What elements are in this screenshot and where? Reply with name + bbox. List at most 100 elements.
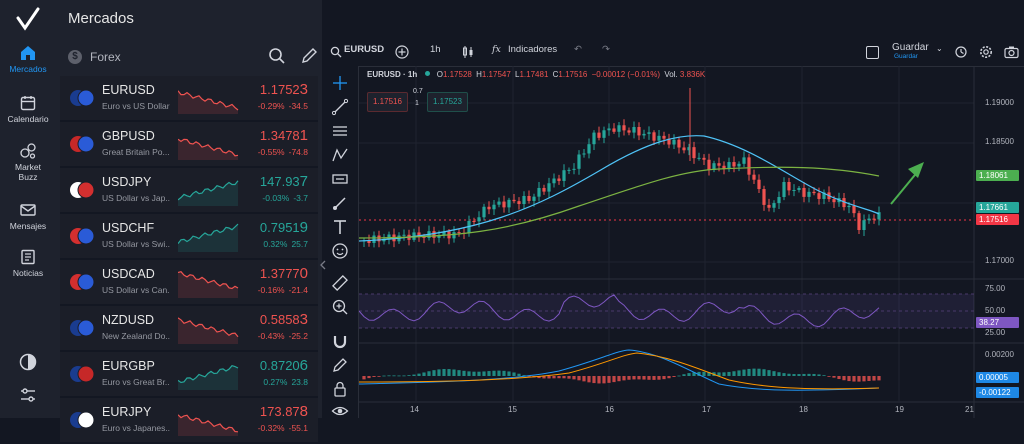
macd-histogram-bar (742, 369, 746, 376)
watchlist-item[interactable]: GBPUSD Great Britain Po... 1.34781 -0.55% -7… (60, 122, 318, 168)
candle-body (762, 189, 766, 205)
macd-histogram-bar (877, 376, 881, 381)
watchlist-item[interactable]: USDJPY US Dollar vs Jap... 147.937 -0.03% -3… (60, 168, 318, 214)
nav-item-mercados[interactable]: Mercados (0, 44, 56, 74)
save-button[interactable]: Guardar (892, 42, 929, 53)
lock-pencil-icon[interactable] (331, 356, 349, 374)
price-chart[interactable]: EURUSD · 1h O1.17528 H1.17547 L1.17481 C… (359, 66, 1024, 418)
crosshair-icon[interactable] (331, 74, 349, 92)
candle-body (847, 205, 851, 208)
lot-size: 1 (415, 100, 419, 107)
symbol-description: US Dollar vs Swi... (102, 239, 170, 249)
change: 0.27% 23.8 (263, 377, 308, 387)
zoom-in-icon[interactable] (331, 298, 349, 316)
candle-body (672, 139, 676, 145)
collapse-panel-icon[interactable] (319, 260, 327, 270)
lock-icon[interactable] (331, 380, 349, 398)
macd-histogram-bar (622, 376, 626, 381)
settings-sliders-icon[interactable] (18, 385, 38, 405)
macd-histogram-bar (457, 370, 461, 376)
nav-label: Mercados (9, 64, 47, 74)
change-pct: 0.27% (263, 377, 288, 387)
currency-flag-icon (70, 227, 95, 245)
candle-body (787, 182, 791, 191)
candle-body (752, 174, 756, 180)
symbol-description: Euro vs Japanes... (102, 423, 170, 433)
candle-body (772, 203, 776, 208)
price: 0.87206 (260, 357, 308, 374)
brush-icon[interactable] (331, 194, 349, 212)
app-logo-icon[interactable] (14, 6, 42, 34)
home-icon (21, 46, 35, 60)
measure-range-icon[interactable] (331, 170, 349, 188)
symbol-name: EURJPY (102, 405, 152, 419)
emoji-icon[interactable] (331, 242, 349, 260)
add-symbol-icon[interactable] (395, 45, 409, 59)
horizontal-lines-icon[interactable] (331, 122, 349, 140)
macd-histogram-bar (852, 376, 856, 382)
category-selector[interactable]: Forex (90, 50, 121, 64)
search-icon[interactable] (330, 46, 342, 58)
trend-line-icon[interactable] (331, 98, 349, 116)
indicators-button[interactable]: Indicadores (508, 44, 558, 55)
gear-icon[interactable] (979, 45, 993, 59)
alert-clock-icon[interactable] (954, 45, 968, 59)
watchlist-item[interactable]: NZDUSD New Zealand Do... 0.58583 -0.43% -25.… (60, 306, 318, 352)
rsi-tag: 38.27 (976, 317, 1019, 328)
change: -0.16% -21.4 (258, 285, 308, 295)
nav-item-market-buzz[interactable]: Market Buzz (0, 142, 56, 182)
price: 1.34781 (260, 127, 308, 144)
indicators-icon[interactable]: fx (492, 44, 501, 55)
search-icon[interactable] (268, 47, 286, 65)
price-main: 0.8720 (259, 358, 300, 373)
candle-body (722, 165, 726, 170)
camera-icon[interactable] (1004, 45, 1019, 59)
buy-button[interactable]: 1.17523 (427, 92, 468, 112)
nav-item-mensajes[interactable]: Mensajes (0, 201, 56, 231)
macd-histogram-bar (517, 373, 521, 376)
macd-histogram-bar (677, 375, 681, 377)
redo-icon[interactable]: ↷ (602, 44, 610, 55)
watchlist-item[interactable]: USDCHF US Dollar vs Swi... 0.79519 0.32% 25.… (60, 214, 318, 260)
pattern-icon[interactable] (331, 146, 349, 164)
text-tool-icon[interactable] (331, 218, 349, 236)
theme-toggle-icon[interactable] (18, 352, 38, 372)
candle-body (682, 147, 686, 151)
date-label: 21 (965, 405, 974, 414)
chart-canvas[interactable] (359, 66, 1024, 418)
macd-histogram-bar (577, 376, 581, 381)
layout-icon[interactable] (866, 46, 879, 59)
price: 1.37770 (260, 265, 308, 282)
price-main: 0.7951 (259, 220, 300, 235)
watchlist-item[interactable]: USDCAD US Dollar vs Can... 1.37770 -0.16% -2… (60, 260, 318, 306)
symbol-selector[interactable]: EURUSD (344, 44, 385, 55)
macd-histogram-bar (832, 376, 836, 378)
sell-button[interactable]: 1.17516 (367, 92, 408, 112)
price: 173.878 (260, 403, 308, 420)
nav-label: Mensajes (9, 221, 47, 231)
nav-item-noticias[interactable]: Noticias (0, 248, 56, 278)
sparkline (178, 414, 239, 436)
chevron-down-icon[interactable]: ⌄ (936, 44, 943, 53)
macd-histogram-bar (602, 376, 606, 384)
candle-body (497, 201, 501, 205)
price-last-digit: 8 (299, 403, 308, 420)
candle-body (532, 196, 536, 201)
watchlist-item[interactable]: EURUSD Euro vs US Dollar 1.17523 -0.29% -34.… (60, 76, 318, 122)
magnet-icon[interactable] (331, 332, 349, 350)
watchlist-item[interactable]: EURGBP Euro vs Great Br... 0.87206 0.27% 23.… (60, 352, 318, 398)
ruler-icon[interactable] (331, 274, 349, 292)
sparkline (178, 180, 239, 206)
symbol-name: EURUSD (102, 83, 155, 97)
eye-icon[interactable] (331, 402, 349, 420)
legend-high-label: H (476, 70, 482, 79)
candles-icon[interactable] (461, 45, 475, 59)
change: -0.55% -74.8 (258, 147, 308, 157)
edit-pencil-icon[interactable] (300, 47, 318, 65)
watchlist-item[interactable]: EURJPY Euro vs Japanes... 173.878 -0.32% -55… (60, 398, 318, 444)
undo-icon[interactable]: ↶ (574, 44, 582, 55)
price-tag-ma-fast: 1.17661 (976, 202, 1019, 213)
macd-histogram-bar (482, 371, 486, 376)
nav-item-calendario[interactable]: Calendario (0, 94, 56, 124)
interval-selector[interactable]: 1h (430, 44, 441, 55)
